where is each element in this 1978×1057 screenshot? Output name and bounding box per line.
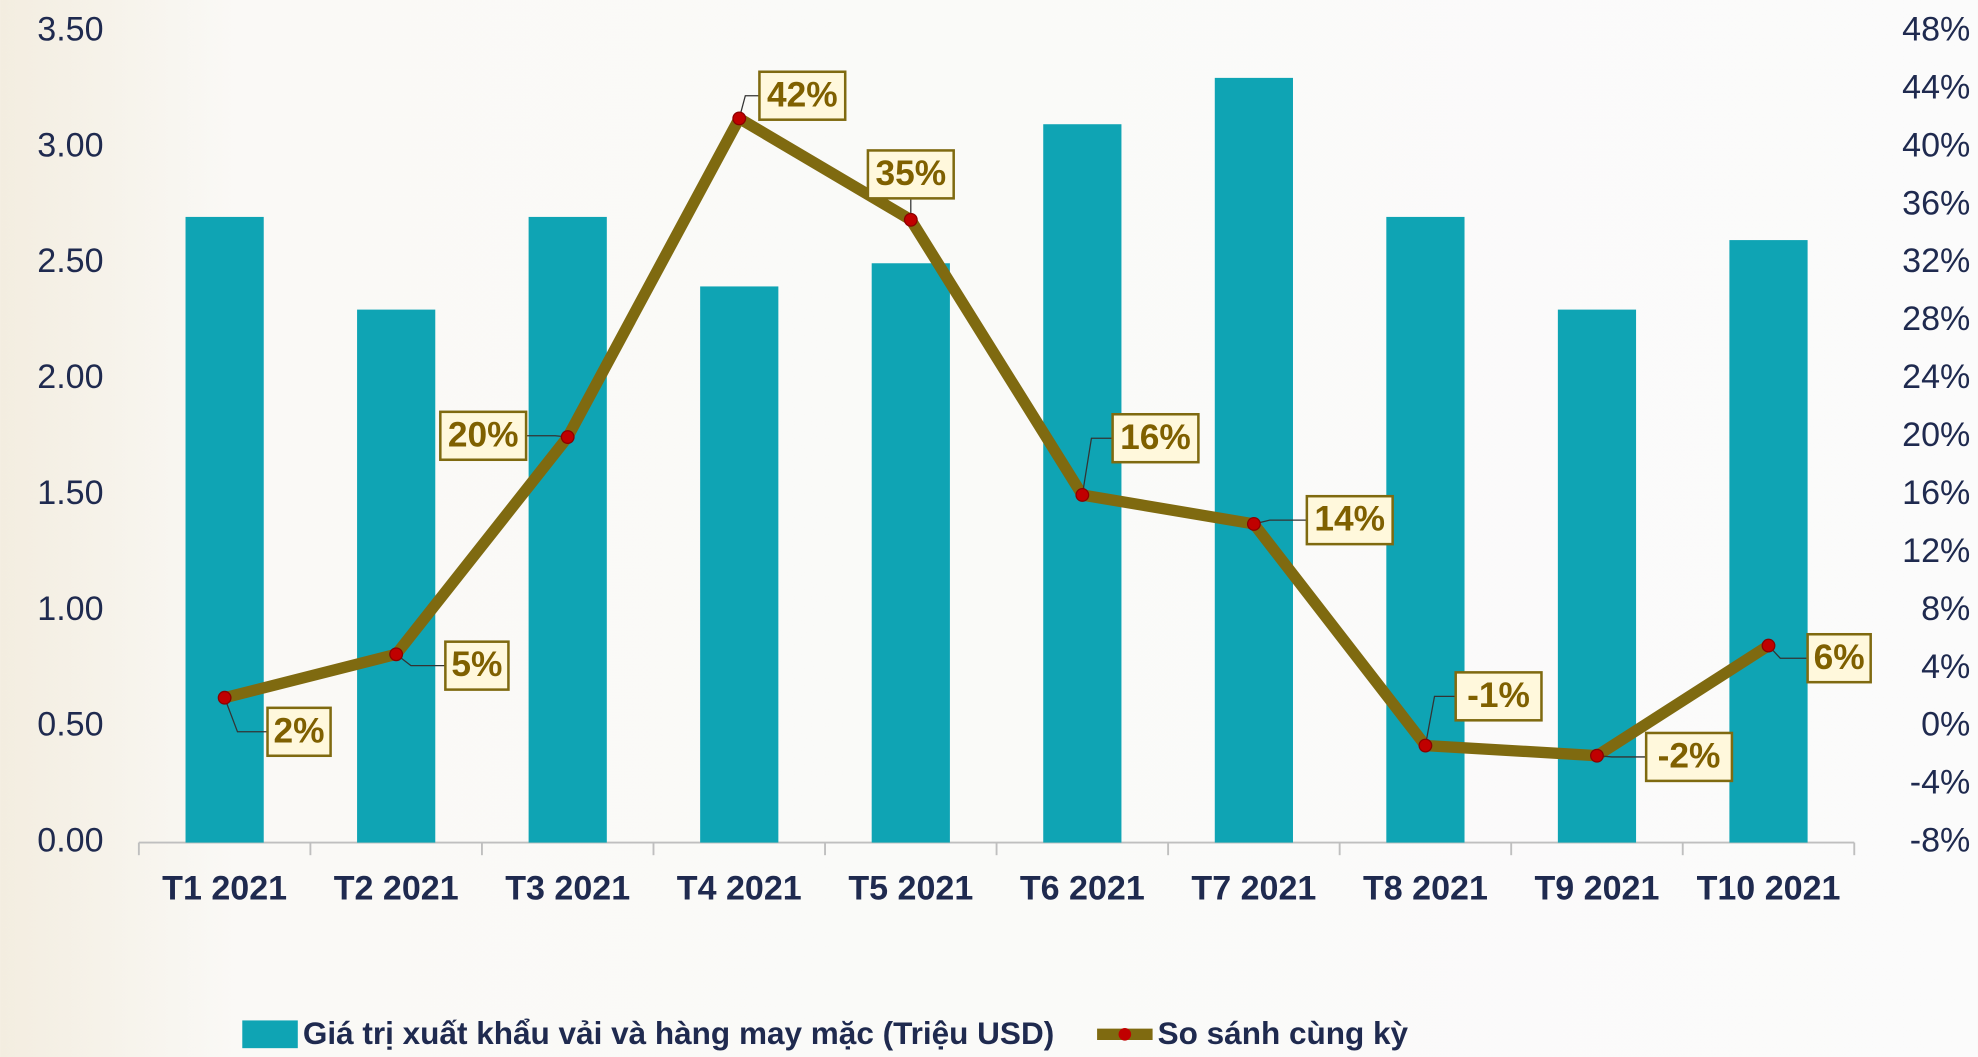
y2-tick-label: -4% [1910,764,1971,802]
marker [1761,638,1776,653]
x-tick-label: T8 2021 [1363,870,1488,908]
legend-label: Giá trị xuất khẩu vải và hàng may mặc (T… [303,1015,1054,1051]
y-tick-label: 3.50 [37,11,103,49]
y2-tick-label: 0% [1921,706,1970,744]
bar [357,309,436,843]
marker [1246,517,1261,531]
bar [185,216,264,843]
label-box [866,149,955,200]
y2-tick-label: 32% [1902,242,1970,280]
y2-tick-label: 12% [1902,532,1970,570]
label-box [266,706,332,758]
y-tick-label: 1.00 [37,590,103,628]
marker [903,212,918,227]
y2-tick-label: 16% [1902,474,1970,512]
marker [732,111,747,126]
legend-marker [1118,1027,1132,1041]
y2-tick-label: 24% [1902,358,1970,396]
data-label: 35% [875,154,946,193]
data-label: 20% [448,415,519,454]
x-tick-label: T6 2021 [1020,870,1145,908]
y2-tick-label: 4% [1921,648,1970,686]
marker [1418,738,1433,753]
leader-line [1424,695,1456,746]
marker [1075,488,1090,502]
x-tick-label: T2 2021 [334,870,459,908]
x-tick-label: T10 2021 [1697,870,1841,908]
y-tick-label: 2.00 [37,358,103,396]
y-tick-label: 0.50 [37,706,103,744]
marker [217,690,232,705]
data-label: -2% [1658,737,1721,776]
x-tick-label: T4 2021 [677,870,802,908]
y2-tick-label: 36% [1902,184,1970,222]
data-label: 42% [767,75,838,114]
y2-tick-label: 40% [1902,126,1970,164]
y-tick-label: 3.00 [37,126,103,164]
y2-tick-label: 20% [1902,416,1970,454]
legend-swatch [242,1020,298,1049]
data-label: 6% [1814,638,1865,677]
x-tick-label: T7 2021 [1191,870,1316,908]
bar [1557,309,1637,843]
label-box [1305,494,1394,546]
y2-tick-label: 44% [1902,68,1970,106]
data-label: 2% [274,711,325,750]
legend-label: So sánh cùng kỳ [1158,1015,1409,1051]
y-tick-label: 0.00 [37,822,103,860]
label-box [1644,731,1734,783]
label-box [439,410,528,462]
y-tick-label: 1.50 [37,474,103,512]
legend: Giá trị xuất khẩu vải và hàng may mặc (T… [242,1015,1409,1051]
marker [1590,748,1604,763]
marker [560,430,575,444]
label-box [758,70,847,121]
bar [700,286,779,843]
x-tick-label: T3 2021 [505,870,630,908]
leader-line [1081,437,1113,496]
data-label: 14% [1314,500,1385,539]
x-tick-label: T9 2021 [1534,870,1659,908]
label-box [1806,632,1872,684]
line [223,112,1772,762]
marker [389,647,404,662]
bar [1043,124,1122,843]
label-box [1111,412,1200,464]
data-label: 16% [1120,418,1191,457]
bar [871,263,950,843]
bar [1729,240,1808,843]
label-box [444,640,510,691]
y-tick-label: 2.50 [37,242,103,280]
label-box [1454,671,1543,722]
y2-tick-label: 48% [1902,11,1970,49]
x-tick-label: T5 2021 [848,870,973,908]
x-tick-label: T1 2021 [162,870,287,908]
data-label: -1% [1467,676,1530,715]
bar [1214,77,1293,843]
leader-line [224,697,268,733]
data-label: 5% [451,645,502,684]
y2-tick-label: 8% [1921,590,1970,628]
leader-line [738,95,760,119]
y2-tick-label: -8% [1910,822,1971,860]
bar [528,216,607,843]
y2-tick-label: 28% [1902,300,1970,338]
